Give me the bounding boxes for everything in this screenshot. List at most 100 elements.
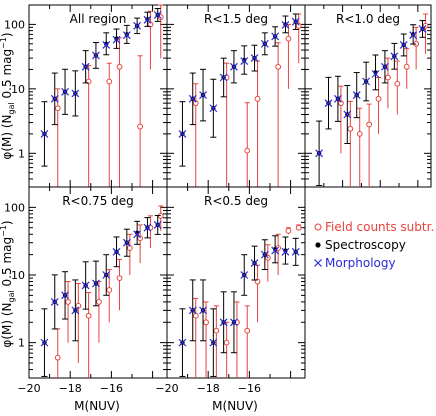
morphology-point bbox=[40, 129, 49, 138]
field-point bbox=[96, 299, 102, 305]
spectroscopy-point bbox=[114, 36, 119, 41]
morphology-point bbox=[133, 230, 142, 239]
morphology-point bbox=[71, 89, 80, 98]
morphology-point bbox=[102, 271, 111, 279]
legend-marker-dot bbox=[315, 242, 321, 248]
panel-1: R<1.5 deg bbox=[166, 4, 306, 188]
morphology-point bbox=[61, 291, 69, 300]
field-point bbox=[394, 80, 401, 87]
legend-label: Morphology bbox=[325, 256, 396, 270]
y-axis-title-top: φ(M) (Ngal 0.5 mag−1) bbox=[0, 32, 16, 159]
y-tick-label: 100 bbox=[4, 18, 25, 31]
morphology-point bbox=[352, 91, 361, 100]
panel-title: R<0.5 deg bbox=[204, 194, 268, 208]
y-axis-title-text: φ(M) (Ngal 0.5 mag−1) bbox=[0, 220, 16, 347]
field-point bbox=[203, 319, 209, 326]
x-axis-title-right: M(NUV) bbox=[212, 399, 258, 413]
morphology-point bbox=[178, 338, 187, 347]
morphology-point bbox=[81, 62, 90, 71]
morphology-point bbox=[122, 31, 131, 40]
morphology-point bbox=[188, 306, 197, 315]
morphology-point bbox=[381, 62, 389, 71]
y-tick-label: 10 bbox=[11, 83, 25, 96]
morphology-point bbox=[230, 318, 238, 327]
field-point bbox=[356, 130, 363, 137]
morphology-point bbox=[240, 57, 249, 65]
legend: Field counts subtr. Spectroscopy Morpholog… bbox=[314, 220, 434, 270]
spectroscopy-point bbox=[283, 248, 288, 253]
panel-4: −20 −18 −16 R<0.5 deg bbox=[155, 186, 306, 395]
field-point bbox=[366, 121, 373, 128]
morphology-point bbox=[362, 77, 371, 86]
field-point bbox=[385, 74, 391, 81]
spectroscopy-point bbox=[104, 41, 109, 47]
morphology-point bbox=[40, 338, 49, 347]
morphology-point bbox=[250, 259, 259, 268]
morphology-point bbox=[112, 247, 121, 256]
legend-marker-circle bbox=[314, 223, 322, 231]
field-point bbox=[54, 354, 61, 361]
y-tick-label: 100 bbox=[4, 201, 25, 214]
spectroscopy-point bbox=[242, 57, 247, 63]
legend-entry: Morphology bbox=[314, 256, 396, 270]
x-axis-title-left: M(NUV) bbox=[74, 399, 120, 413]
field-point bbox=[85, 312, 92, 319]
field-point bbox=[65, 299, 71, 305]
field-point bbox=[375, 95, 382, 102]
morphology-point bbox=[291, 247, 300, 256]
panel-title: R<1.5 deg bbox=[204, 12, 268, 26]
y-axis-title-bottom: φ(M) (Ngal 0.5 mag−1) bbox=[0, 220, 16, 347]
y-tick-label: 1 bbox=[18, 147, 25, 160]
morphology-point bbox=[260, 250, 269, 259]
morphology-point bbox=[260, 39, 269, 48]
morphology-point bbox=[390, 52, 399, 61]
morphology-point bbox=[50, 94, 59, 103]
morphology-point bbox=[230, 62, 238, 71]
field-point bbox=[295, 224, 302, 231]
legend-label: Field counts subtr. bbox=[325, 220, 434, 234]
morphology-point bbox=[315, 149, 324, 158]
morphology-point bbox=[219, 318, 228, 327]
morphology-point bbox=[199, 306, 207, 315]
morphology-point bbox=[281, 21, 290, 29]
morphology-point bbox=[250, 54, 259, 63]
field-point bbox=[213, 327, 220, 334]
morphology-point bbox=[409, 31, 418, 40]
morphology-point bbox=[281, 247, 290, 256]
morphology-point bbox=[219, 73, 228, 82]
field-point bbox=[116, 63, 123, 70]
panel-title: R<1.0 deg bbox=[336, 12, 400, 26]
morphology-point bbox=[143, 15, 152, 24]
x-tick-label: −20 bbox=[155, 382, 178, 395]
morphology-point bbox=[61, 87, 69, 96]
y-tick-label: 10 bbox=[11, 269, 25, 282]
field-point bbox=[275, 63, 282, 70]
spectroscopy-point bbox=[272, 247, 278, 252]
morphology-point bbox=[71, 306, 80, 315]
legend-entry: Field counts subtr. bbox=[314, 220, 434, 234]
morphology-point bbox=[153, 11, 162, 19]
morphology-point bbox=[112, 35, 121, 44]
morphology-point bbox=[92, 279, 100, 288]
panel-frame bbox=[28, 4, 168, 188]
panel-frame bbox=[28, 186, 168, 379]
field-point bbox=[106, 287, 113, 293]
panel-title: R<0.75 deg bbox=[62, 194, 134, 208]
field-point bbox=[116, 275, 123, 281]
morphology-point bbox=[122, 238, 131, 247]
panel-title: All region bbox=[70, 12, 127, 26]
field-point bbox=[192, 100, 199, 107]
morphology-point bbox=[209, 104, 218, 113]
morphology-point bbox=[418, 25, 427, 33]
panels-group: 1 10 100 All region R<1.5 deg R<1.0 deg −20 −18… bbox=[4, 4, 432, 395]
panel-frame bbox=[166, 186, 306, 379]
morphology-point bbox=[81, 281, 90, 290]
panel-frame bbox=[304, 4, 432, 188]
x-tick-label: −18 bbox=[197, 382, 220, 395]
field-point bbox=[54, 105, 61, 112]
morphology-point bbox=[324, 99, 333, 108]
field-point bbox=[244, 327, 251, 334]
morphology-point bbox=[178, 129, 187, 138]
x-tick-label: −20 bbox=[17, 382, 40, 395]
